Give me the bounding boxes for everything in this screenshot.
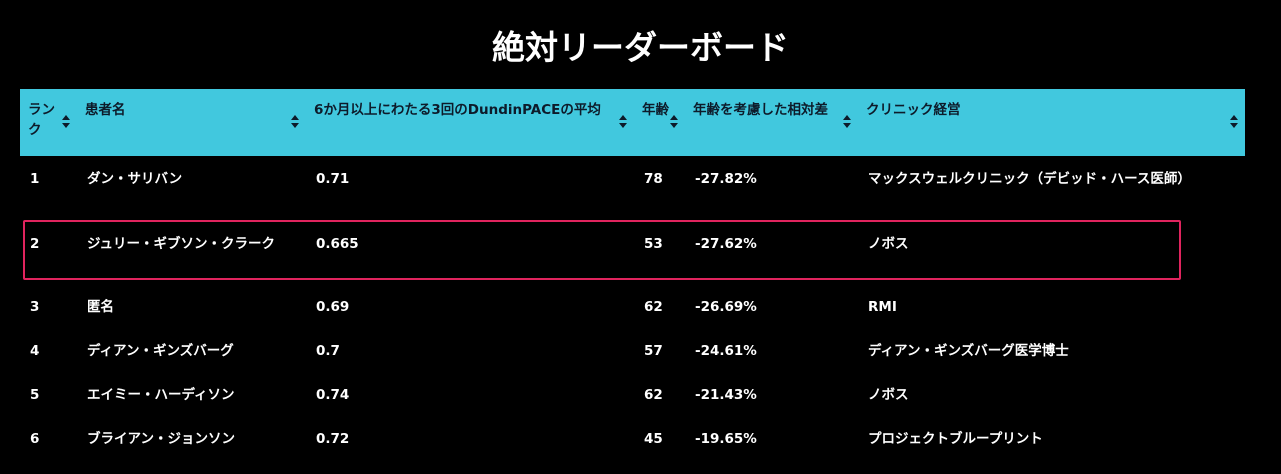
sort-icon[interactable] [61,115,71,129]
cell-clinic: ノボス [868,236,909,252]
column-header-dunedinpace-average[interactable]: 6か月以上にわたる3回のDundinPACEの平均 [306,89,634,156]
cell-patient-name: ディアン・ギンズバーグ [87,343,234,359]
cell-clinic: ノボス [868,387,909,403]
sort-icon[interactable] [290,115,300,129]
cell-rank: 4 [30,343,40,359]
cell-age: 53 [644,236,663,252]
column-header-rank[interactable]: ランク [20,89,77,156]
column-header-label: クリニック経営 [866,102,961,118]
cell-rank: 2 [30,236,40,252]
cell-relative-difference: -27.62% [695,236,757,252]
cell-clinic: マックスウェルクリニック（デビッド・ハース医師） [868,171,1191,187]
cell-relative-difference: -21.43% [695,387,757,403]
cell-dunedinpace-average: 0.665 [316,236,359,252]
column-header-patient-name[interactable]: 患者名 [77,89,306,156]
cell-dunedinpace-average: 0.72 [316,431,350,447]
column-header-age[interactable]: 年齢 [634,89,685,156]
sort-icon[interactable] [842,115,852,129]
table-row: 4 ディアン・ギンズバーグ 0.7 57 -24.61% ディアン・ギンズバーグ… [20,328,1245,372]
cell-age: 62 [644,387,663,403]
table-row: 3 匿名 0.69 62 -26.69% RMI [20,284,1245,328]
column-header-label: ランク [28,102,55,138]
cell-patient-name: ダン・サリバン [87,171,183,187]
table-row: 5 エイミー・ハーディソン 0.74 62 -21.43% ノボス [20,372,1245,416]
sort-icon[interactable] [1229,115,1239,129]
cell-dunedinpace-average: 0.69 [316,299,350,315]
table-row: 1 ダン・サリバン 0.71 78 -27.82% マックスウェルクリニック（デ… [20,156,1245,218]
cell-relative-difference: -24.61% [695,343,757,359]
sort-icon[interactable] [618,115,628,129]
cell-dunedinpace-average: 0.7 [316,343,340,359]
sort-icon[interactable] [669,115,679,129]
cell-rank: 3 [30,299,40,315]
cell-age: 45 [644,431,663,447]
cell-relative-difference: -19.65% [695,431,757,447]
cell-rank: 6 [30,431,40,447]
cell-clinic: ディアン・ギンズバーグ医学博士 [868,343,1069,359]
cell-dunedinpace-average: 0.74 [316,387,350,403]
column-header-clinic[interactable]: クリニック経営 [858,89,1245,156]
cell-patient-name: ブライアン・ジョンソン [87,431,235,447]
cell-age: 78 [644,171,663,187]
cell-age: 57 [644,343,663,359]
table-row-highlighted: 2 ジュリー・ギブソン・クラーク 0.665 53 -27.62% ノボス [20,218,1245,284]
cell-clinic: RMI [868,299,897,315]
cell-dunedinpace-average: 0.71 [316,171,350,187]
cell-patient-name: エイミー・ハーディソン [87,387,235,403]
cell-rank: 5 [30,387,40,403]
cell-patient-name: ジュリー・ギブソン・クラーク [87,236,276,252]
cell-clinic: プロジェクトブループリント [868,431,1043,447]
cell-age: 62 [644,299,663,315]
cell-patient-name: 匿名 [87,299,114,315]
column-header-label: 6か月以上にわたる3回のDundinPACEの平均 [314,102,601,118]
column-header-label: 年齢 [642,102,669,118]
cell-rank: 1 [30,171,40,187]
cell-relative-difference: -27.82% [695,171,757,187]
table-row: 6 ブライアン・ジョンソン 0.72 45 -19.65% プロジェクトブループ… [20,416,1245,460]
column-header-label: 年齢を考慮した相対差 [693,102,828,118]
column-header-label: 患者名 [85,102,126,118]
cell-relative-difference: -26.69% [695,299,757,315]
page-title: 絶対リーダーボード [492,28,789,67]
column-header-relative-difference[interactable]: 年齢を考慮した相対差 [685,89,858,156]
leaderboard-table: ランク 患者名 6か月以上にわたる3回のDundinPACEの平均 年齢 年齢を… [20,89,1245,460]
table-header-row: ランク 患者名 6か月以上にわたる3回のDundinPACEの平均 年齢 年齢を… [20,89,1245,156]
